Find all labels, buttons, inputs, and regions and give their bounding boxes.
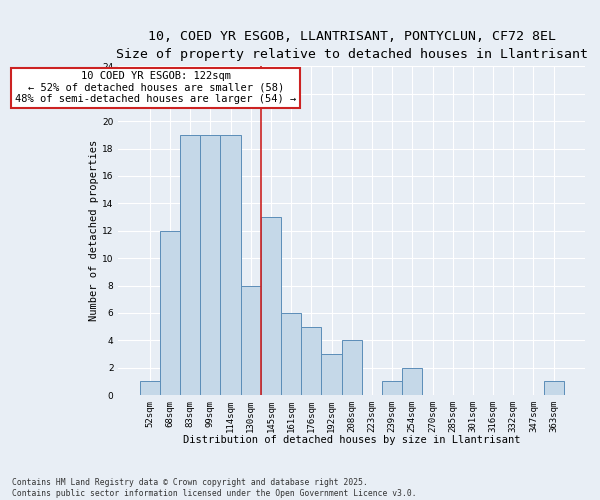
X-axis label: Distribution of detached houses by size in Llantrisant: Distribution of detached houses by size …: [183, 435, 520, 445]
Bar: [281, 313, 301, 395]
Bar: [180, 135, 200, 395]
Y-axis label: Number of detached properties: Number of detached properties: [89, 140, 99, 322]
Bar: [241, 286, 261, 395]
Bar: [301, 326, 322, 395]
Bar: [341, 340, 362, 395]
Bar: [200, 135, 220, 395]
Bar: [322, 354, 341, 395]
Bar: [160, 230, 180, 395]
Bar: [402, 368, 422, 395]
Bar: [220, 135, 241, 395]
Text: Contains HM Land Registry data © Crown copyright and database right 2025.
Contai: Contains HM Land Registry data © Crown c…: [12, 478, 416, 498]
Bar: [140, 382, 160, 395]
Bar: [382, 382, 402, 395]
Text: 10 COED YR ESGOB: 122sqm
← 52% of detached houses are smaller (58)
48% of semi-d: 10 COED YR ESGOB: 122sqm ← 52% of detach…: [15, 72, 296, 104]
Bar: [544, 382, 564, 395]
Bar: [261, 217, 281, 395]
Title: 10, COED YR ESGOB, LLANTRISANT, PONTYCLUN, CF72 8EL
Size of property relative to: 10, COED YR ESGOB, LLANTRISANT, PONTYCLU…: [116, 30, 588, 61]
